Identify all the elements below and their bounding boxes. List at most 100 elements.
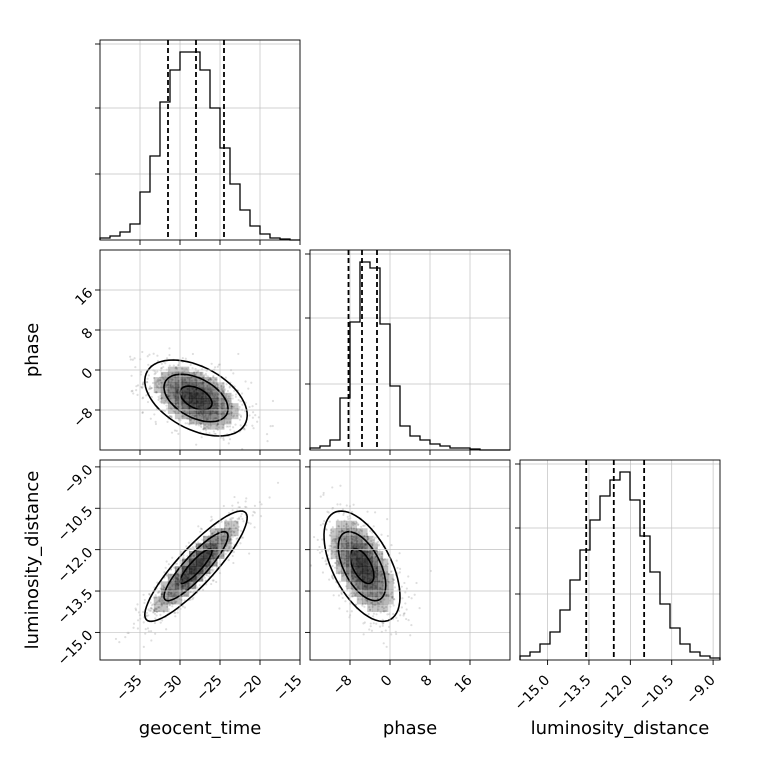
sample-point bbox=[147, 374, 150, 377]
sample-point bbox=[372, 556, 376, 559]
sample-point bbox=[170, 431, 174, 434]
sample-point bbox=[197, 541, 200, 544]
sample-point bbox=[363, 524, 366, 527]
density-cell bbox=[188, 371, 197, 378]
sample-point bbox=[222, 382, 225, 385]
sample-point bbox=[222, 504, 225, 508]
sample-point bbox=[183, 599, 186, 602]
sample-point bbox=[346, 570, 349, 573]
sample-point bbox=[379, 611, 382, 614]
sample-point bbox=[172, 394, 175, 397]
sample-point bbox=[325, 563, 328, 566]
sample-point bbox=[209, 519, 212, 522]
sample-point bbox=[245, 497, 248, 500]
sample-point bbox=[164, 385, 167, 388]
sample-point bbox=[171, 372, 174, 375]
sample-point bbox=[318, 551, 322, 554]
sample-point bbox=[225, 406, 228, 410]
sample-point bbox=[380, 557, 383, 560]
density-cell bbox=[181, 392, 190, 399]
sample-point bbox=[329, 529, 333, 532]
sample-point bbox=[157, 591, 160, 594]
sample-point bbox=[161, 593, 164, 596]
sample-point bbox=[341, 530, 344, 533]
sample-point bbox=[333, 540, 336, 543]
sample-point bbox=[367, 612, 370, 616]
sample-point bbox=[387, 573, 391, 576]
sample-point bbox=[201, 538, 204, 541]
sample-point bbox=[332, 546, 335, 549]
sample-point bbox=[167, 590, 170, 594]
sample-point bbox=[144, 628, 147, 631]
density-cell bbox=[210, 424, 218, 430]
sample-point bbox=[221, 401, 224, 405]
sample-point bbox=[173, 611, 176, 614]
sample-point bbox=[343, 547, 346, 550]
sample-point bbox=[233, 430, 236, 433]
sample-point bbox=[177, 379, 180, 382]
sample-point bbox=[215, 427, 218, 430]
sample-point bbox=[155, 384, 158, 387]
sample-point bbox=[194, 545, 197, 548]
sample-point bbox=[152, 603, 155, 606]
sample-point bbox=[233, 530, 236, 533]
sample-point bbox=[137, 611, 141, 614]
y-tick-label: 8 bbox=[79, 325, 97, 343]
sample-point bbox=[141, 411, 144, 414]
sample-point bbox=[202, 375, 205, 378]
sample-point bbox=[172, 393, 176, 397]
sample-point bbox=[170, 415, 173, 418]
sample-point bbox=[395, 559, 398, 562]
sample-point bbox=[232, 405, 235, 408]
sample-point bbox=[393, 598, 396, 601]
sample-point bbox=[347, 574, 351, 577]
sample-point bbox=[154, 607, 158, 611]
sample-point bbox=[244, 380, 247, 383]
sample-point bbox=[222, 535, 225, 538]
sample-point bbox=[360, 539, 363, 542]
sample-point bbox=[354, 594, 357, 597]
sample-point bbox=[181, 559, 184, 562]
density-cell bbox=[362, 573, 368, 582]
sample-point bbox=[205, 418, 209, 422]
sample-point bbox=[165, 560, 168, 563]
sample-point bbox=[204, 427, 207, 430]
sample-point bbox=[333, 566, 337, 569]
sample-point bbox=[130, 374, 133, 377]
sample-point bbox=[353, 539, 356, 542]
sample-point bbox=[175, 562, 178, 565]
sample-point bbox=[155, 601, 158, 605]
sample-point bbox=[347, 573, 350, 576]
sample-point bbox=[238, 506, 241, 509]
sample-point bbox=[188, 591, 191, 594]
sample-point bbox=[361, 604, 364, 607]
sample-point bbox=[160, 592, 164, 596]
sample-point bbox=[392, 604, 395, 607]
sample-point bbox=[362, 543, 365, 546]
density-cell bbox=[210, 392, 218, 399]
sample-point bbox=[210, 560, 213, 563]
sample-point bbox=[373, 511, 377, 514]
sample-point bbox=[372, 538, 376, 541]
sample-point bbox=[266, 440, 269, 443]
sample-point bbox=[375, 622, 378, 625]
sample-point bbox=[372, 540, 375, 544]
sample-point bbox=[233, 495, 236, 499]
sample-point bbox=[375, 564, 378, 567]
sample-point bbox=[150, 606, 153, 610]
sample-point bbox=[228, 527, 231, 531]
sample-point bbox=[335, 567, 339, 570]
sample-point bbox=[182, 556, 185, 559]
x-tick-label: −30 bbox=[153, 672, 185, 704]
sample-point bbox=[195, 379, 198, 382]
sample-point bbox=[377, 544, 380, 547]
density-cell bbox=[196, 371, 204, 378]
sample-point bbox=[212, 382, 215, 385]
sample-point bbox=[177, 411, 180, 414]
sample-point bbox=[172, 364, 175, 367]
sample-point bbox=[242, 520, 245, 523]
sample-point bbox=[374, 555, 377, 559]
sample-point bbox=[153, 373, 156, 376]
density-cell bbox=[335, 558, 342, 567]
sample-point bbox=[347, 525, 350, 528]
